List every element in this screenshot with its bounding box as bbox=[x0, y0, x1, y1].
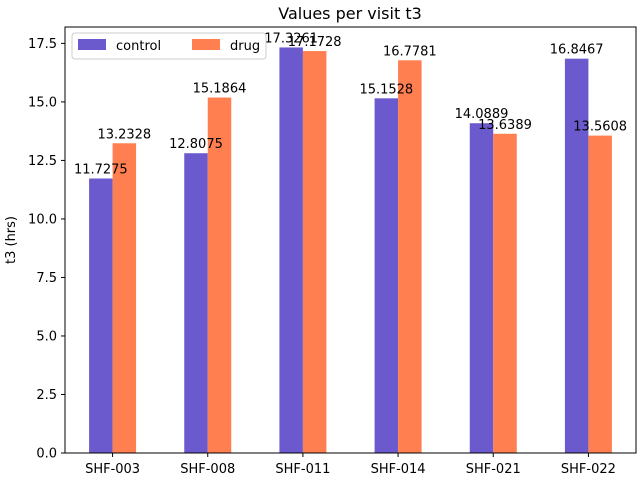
data-label-drug-shf-021: 13.6389 bbox=[478, 118, 532, 133]
y-tick-label: 5.0 bbox=[36, 329, 57, 344]
data-label-drug-shf-014: 16.7781 bbox=[383, 44, 437, 59]
bar-control-shf-022 bbox=[564, 58, 589, 453]
y-axis: 0.0 2.5 5.0 7.5 10.0 12.5 15.0 17.5 bbox=[28, 37, 65, 462]
data-label-drug-shf-003: 13.2328 bbox=[97, 127, 151, 142]
legend-label-drug: drug bbox=[230, 39, 260, 54]
bar-drug-shf-008 bbox=[207, 97, 232, 453]
data-label-drug-shf-011: 17.1728 bbox=[288, 35, 342, 50]
data-label-drug-shf-008: 15.1864 bbox=[193, 82, 247, 97]
x-tick-label: SHF-008 bbox=[180, 462, 235, 477]
bar-control-shf-008 bbox=[184, 153, 208, 453]
x-tick-label: SHF-011 bbox=[275, 462, 330, 477]
x-tick-label: SHF-014 bbox=[371, 462, 426, 477]
bars-group bbox=[89, 47, 612, 454]
bar-control-shf-011 bbox=[279, 47, 303, 454]
plot-frame bbox=[64, 26, 637, 454]
y-tick-label: 12.5 bbox=[28, 154, 57, 169]
data-label-control-shf-022: 16.8467 bbox=[550, 43, 604, 58]
legend-swatch-drug bbox=[192, 39, 220, 50]
x-tick-label: SHF-022 bbox=[561, 462, 616, 477]
bar-drug-shf-021 bbox=[493, 133, 517, 453]
chart-title: Values per visit t3 bbox=[278, 4, 422, 23]
bar-drug-shf-022 bbox=[588, 135, 612, 453]
y-tick-label: 7.5 bbox=[36, 271, 57, 286]
legend: control drug bbox=[71, 32, 267, 60]
bar-drug-shf-014 bbox=[398, 60, 422, 454]
data-label-drug-shf-022: 13.5608 bbox=[573, 120, 627, 135]
bar-drug-shf-011 bbox=[302, 51, 327, 454]
x-axis: SHF-003 SHF-008 SHF-011 SHF-014 SHF-021 SHF-0… bbox=[85, 453, 616, 477]
bar-control-shf-014 bbox=[374, 98, 399, 453]
data-label-control-shf-021: 14.0889 bbox=[455, 107, 509, 122]
y-tick-label: 2.5 bbox=[36, 388, 57, 403]
y-tick-label: 17.5 bbox=[28, 37, 57, 52]
data-label-control-shf-003: 11.7275 bbox=[74, 162, 128, 177]
y-axis-label: t3 (hrs) bbox=[4, 216, 19, 264]
legend-label-control: control bbox=[116, 39, 161, 54]
bar-control-shf-003 bbox=[89, 178, 113, 453]
data-label-control-shf-014: 15.1528 bbox=[359, 82, 413, 97]
x-tick-label: SHF-021 bbox=[466, 462, 521, 477]
x-tick-label: SHF-003 bbox=[85, 462, 140, 477]
data-label-control-shf-011: 17.3261 bbox=[264, 31, 318, 46]
data-label-control-shf-008: 12.8075 bbox=[169, 137, 223, 152]
value-labels-group: 11.7275 12.8075 17.3261 15.1528 14.0889 16.84… bbox=[74, 31, 627, 177]
y-tick-label: 0.0 bbox=[36, 447, 57, 462]
legend-swatch-control bbox=[78, 39, 106, 50]
bar-drug-shf-003 bbox=[112, 143, 137, 453]
bar-control-shf-021 bbox=[469, 123, 494, 454]
y-tick-label: 10.0 bbox=[28, 212, 57, 227]
y-tick-label: 15.0 bbox=[28, 95, 57, 110]
